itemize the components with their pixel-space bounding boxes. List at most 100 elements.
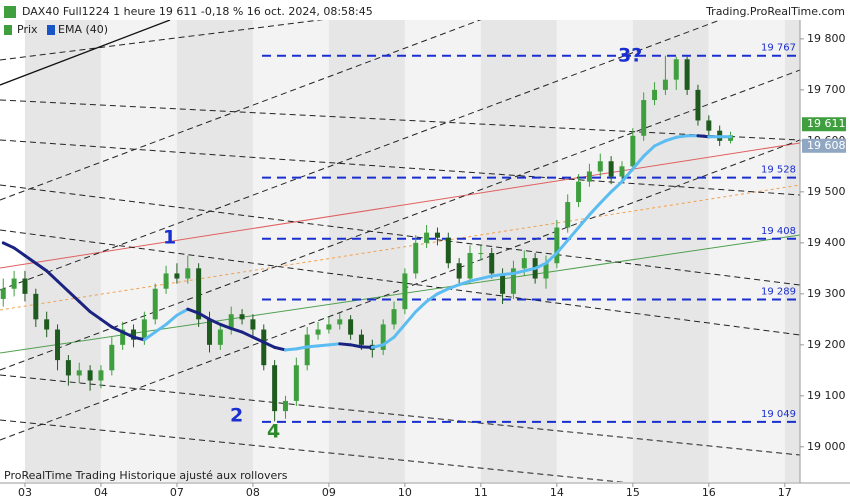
trend-lines <box>0 20 800 482</box>
ema-line <box>370 343 385 349</box>
candle-body <box>55 329 61 361</box>
candle-body <box>456 263 462 279</box>
trend-line <box>0 20 722 291</box>
candle-body <box>510 268 516 294</box>
candle-body <box>239 314 245 320</box>
ema-line <box>186 307 201 315</box>
ema-line <box>110 325 125 334</box>
trend-line <box>0 20 171 86</box>
trend-line <box>0 69 800 371</box>
candle-body <box>185 268 191 279</box>
candle-body <box>261 329 267 366</box>
candle-body <box>206 319 212 345</box>
candle-body <box>315 329 321 335</box>
candle-body <box>65 360 71 376</box>
candle-body <box>131 329 137 340</box>
ema-line <box>696 134 711 139</box>
candle-body <box>630 135 636 167</box>
candle-body <box>120 329 126 345</box>
day-band <box>784 20 800 482</box>
candle-body <box>348 319 354 335</box>
ema-line <box>77 299 92 314</box>
candle-body <box>424 232 430 243</box>
ema-line <box>587 201 602 217</box>
legend-swatch <box>47 25 55 35</box>
ema-line <box>511 269 526 275</box>
candle-body <box>467 253 473 279</box>
day-bands <box>24 20 800 482</box>
ema-line <box>598 190 613 205</box>
day-band <box>556 20 633 482</box>
candle-body <box>109 344 115 371</box>
candle-body <box>652 89 658 101</box>
candle-body <box>380 324 386 350</box>
ema-line <box>501 271 515 276</box>
candle-body <box>250 319 256 330</box>
trend-line <box>0 139 800 441</box>
ema-line <box>338 342 353 347</box>
candle-body <box>76 370 82 376</box>
candle-body <box>87 370 93 381</box>
ema-line <box>425 292 439 303</box>
candle-body <box>608 161 614 177</box>
ema-line <box>653 139 667 148</box>
candle-body <box>44 319 50 330</box>
candle-body <box>11 278 17 289</box>
candle-body <box>22 278 28 294</box>
ema-line <box>663 135 678 143</box>
ema-line <box>153 322 168 334</box>
candle-body <box>217 329 223 345</box>
candle-body <box>152 288 158 320</box>
trend-line <box>0 184 800 311</box>
ema-line <box>175 307 190 317</box>
ema-line <box>12 246 27 258</box>
ema-line <box>468 277 483 283</box>
ema-line <box>240 330 255 339</box>
ema-line <box>316 343 331 348</box>
candle-body <box>445 237 451 264</box>
ema-line <box>294 345 309 351</box>
annotation: 3? <box>618 45 642 67</box>
x-tick-label: 09 <box>322 486 336 499</box>
ema-line <box>207 317 222 326</box>
day-band <box>480 20 557 482</box>
trend-line <box>0 139 800 196</box>
footer: ProRealTime Trading Historique ajusté au… <box>4 469 288 482</box>
y-tick-label: 19 100 <box>807 389 846 402</box>
chart-title: DAX40 Full1224 1 heure 19 611 -0,18 % 16… <box>22 5 373 18</box>
x-tick-label: 11 <box>474 486 488 499</box>
ema-line <box>620 167 635 184</box>
ema-line <box>381 335 396 347</box>
ema-line <box>359 345 374 349</box>
ema-line <box>446 283 461 291</box>
y-tick-label: 19 400 <box>807 236 846 249</box>
candle-body <box>489 253 495 274</box>
day-band <box>632 20 709 482</box>
ema-line <box>490 272 505 278</box>
ema-line <box>555 238 570 255</box>
candle-body <box>576 181 582 203</box>
ema-line <box>392 322 407 339</box>
candle-body <box>434 232 440 238</box>
y-tick-label: 19 200 <box>807 338 846 351</box>
candle-body <box>478 253 484 255</box>
annotation: 1 <box>163 227 176 249</box>
candle-body <box>272 365 278 412</box>
ema-line <box>197 311 211 321</box>
legend-swatch <box>4 25 12 35</box>
candle-body <box>554 227 560 264</box>
candle-body <box>196 268 202 320</box>
candle-body <box>174 273 180 279</box>
ema-line <box>414 299 429 314</box>
ema-line <box>609 180 624 194</box>
candle-body <box>565 202 571 228</box>
ema-line <box>327 342 342 347</box>
ema-line <box>544 251 559 265</box>
ema-line <box>132 335 146 342</box>
candle-body <box>98 370 104 381</box>
candle-body <box>619 166 625 177</box>
legend-entry: EMA (40) <box>58 23 108 36</box>
logo <box>4 6 16 18</box>
